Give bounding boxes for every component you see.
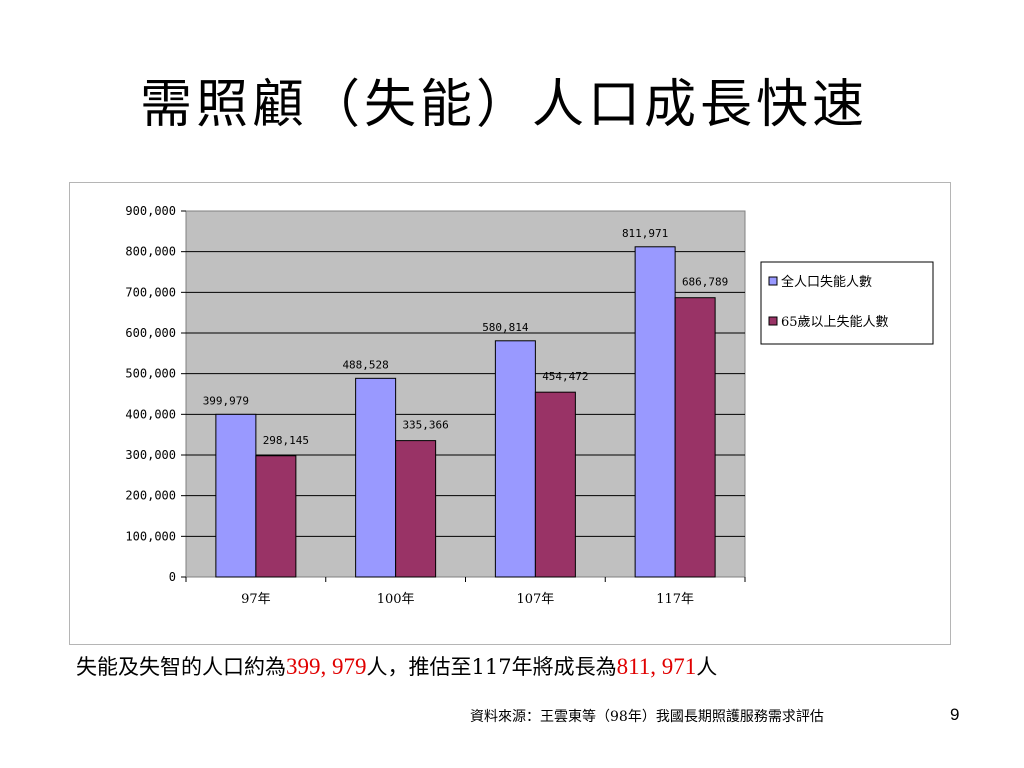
legend-box: [760, 261, 934, 345]
caption-value-1: 399, 979: [286, 654, 367, 679]
y-tick-label: 0: [169, 570, 176, 584]
y-tick-label: 600,000: [125, 326, 176, 340]
y-tick-label: 400,000: [125, 407, 176, 421]
bar-series-2-1: [395, 440, 437, 578]
y-tick-label: 100,000: [125, 529, 176, 543]
y-tick-label: 800,000: [125, 245, 176, 259]
bar-series-1-3: [634, 246, 676, 578]
slide-title: 需照顧（失能）人口成長快速: [140, 75, 869, 135]
caption-prefix: 失能及失智的人口約為: [76, 655, 286, 679]
data-label-series-1-2: 580,814: [482, 321, 529, 334]
bar-series-1-0: [215, 413, 257, 578]
y-tick-label: 300,000: [125, 448, 176, 462]
y-tick-label: 500,000: [125, 367, 176, 381]
x-tick-label: 97年: [241, 592, 271, 607]
caption-value-2: 811, 971: [616, 654, 697, 679]
y-tick-label: 200,000: [125, 489, 176, 503]
bar-series-2-2: [534, 391, 576, 578]
legend-swatch-2: [768, 316, 778, 326]
data-label-series-2-0: 298,145: [263, 434, 309, 447]
source-note: 資料來源：王雲東等（98年）我國長期照護服務需求評估: [470, 709, 824, 725]
bar-series-1-1: [355, 377, 397, 578]
caption-middle: 人，推估至117年將成長為: [366, 655, 617, 679]
page-number: 9: [950, 705, 960, 724]
y-tick-label: 700,000: [125, 285, 176, 299]
bar-chart: 0 100,000 200,000 300,000 400,000 500,000 600,…: [125, 204, 934, 607]
data-label-series-2-2: 454,472: [542, 370, 588, 383]
y-tick-label: 900,000: [125, 204, 176, 218]
legend-label-2: 65歲以上失能人數: [781, 315, 889, 330]
data-label-series-1-1: 488,528: [342, 358, 388, 371]
x-tick-label: 100年: [377, 592, 415, 607]
data-label-series-1-0: 399,979: [203, 394, 249, 407]
x-tick-label: 117年: [656, 592, 694, 607]
bar-series-2-3: [674, 297, 716, 578]
data-label-series-2-3: 686,789: [682, 276, 728, 289]
data-label-series-1-3: 811,971: [622, 227, 668, 240]
caption-suffix: 人: [696, 655, 718, 679]
bar-series-1-2: [494, 340, 536, 578]
bar-series-2-0: [255, 455, 297, 578]
data-label-series-2-1: 335,366: [402, 419, 448, 432]
caption: 失能及失智的人口約為399, 979人，推估至117年將成長為811, 971人: [76, 651, 717, 681]
legend-label-1: 全人口失能人數: [781, 274, 872, 290]
legend-swatch-1: [768, 276, 778, 286]
x-tick-label: 107年: [516, 592, 554, 607]
chart-frame: [69, 182, 951, 645]
